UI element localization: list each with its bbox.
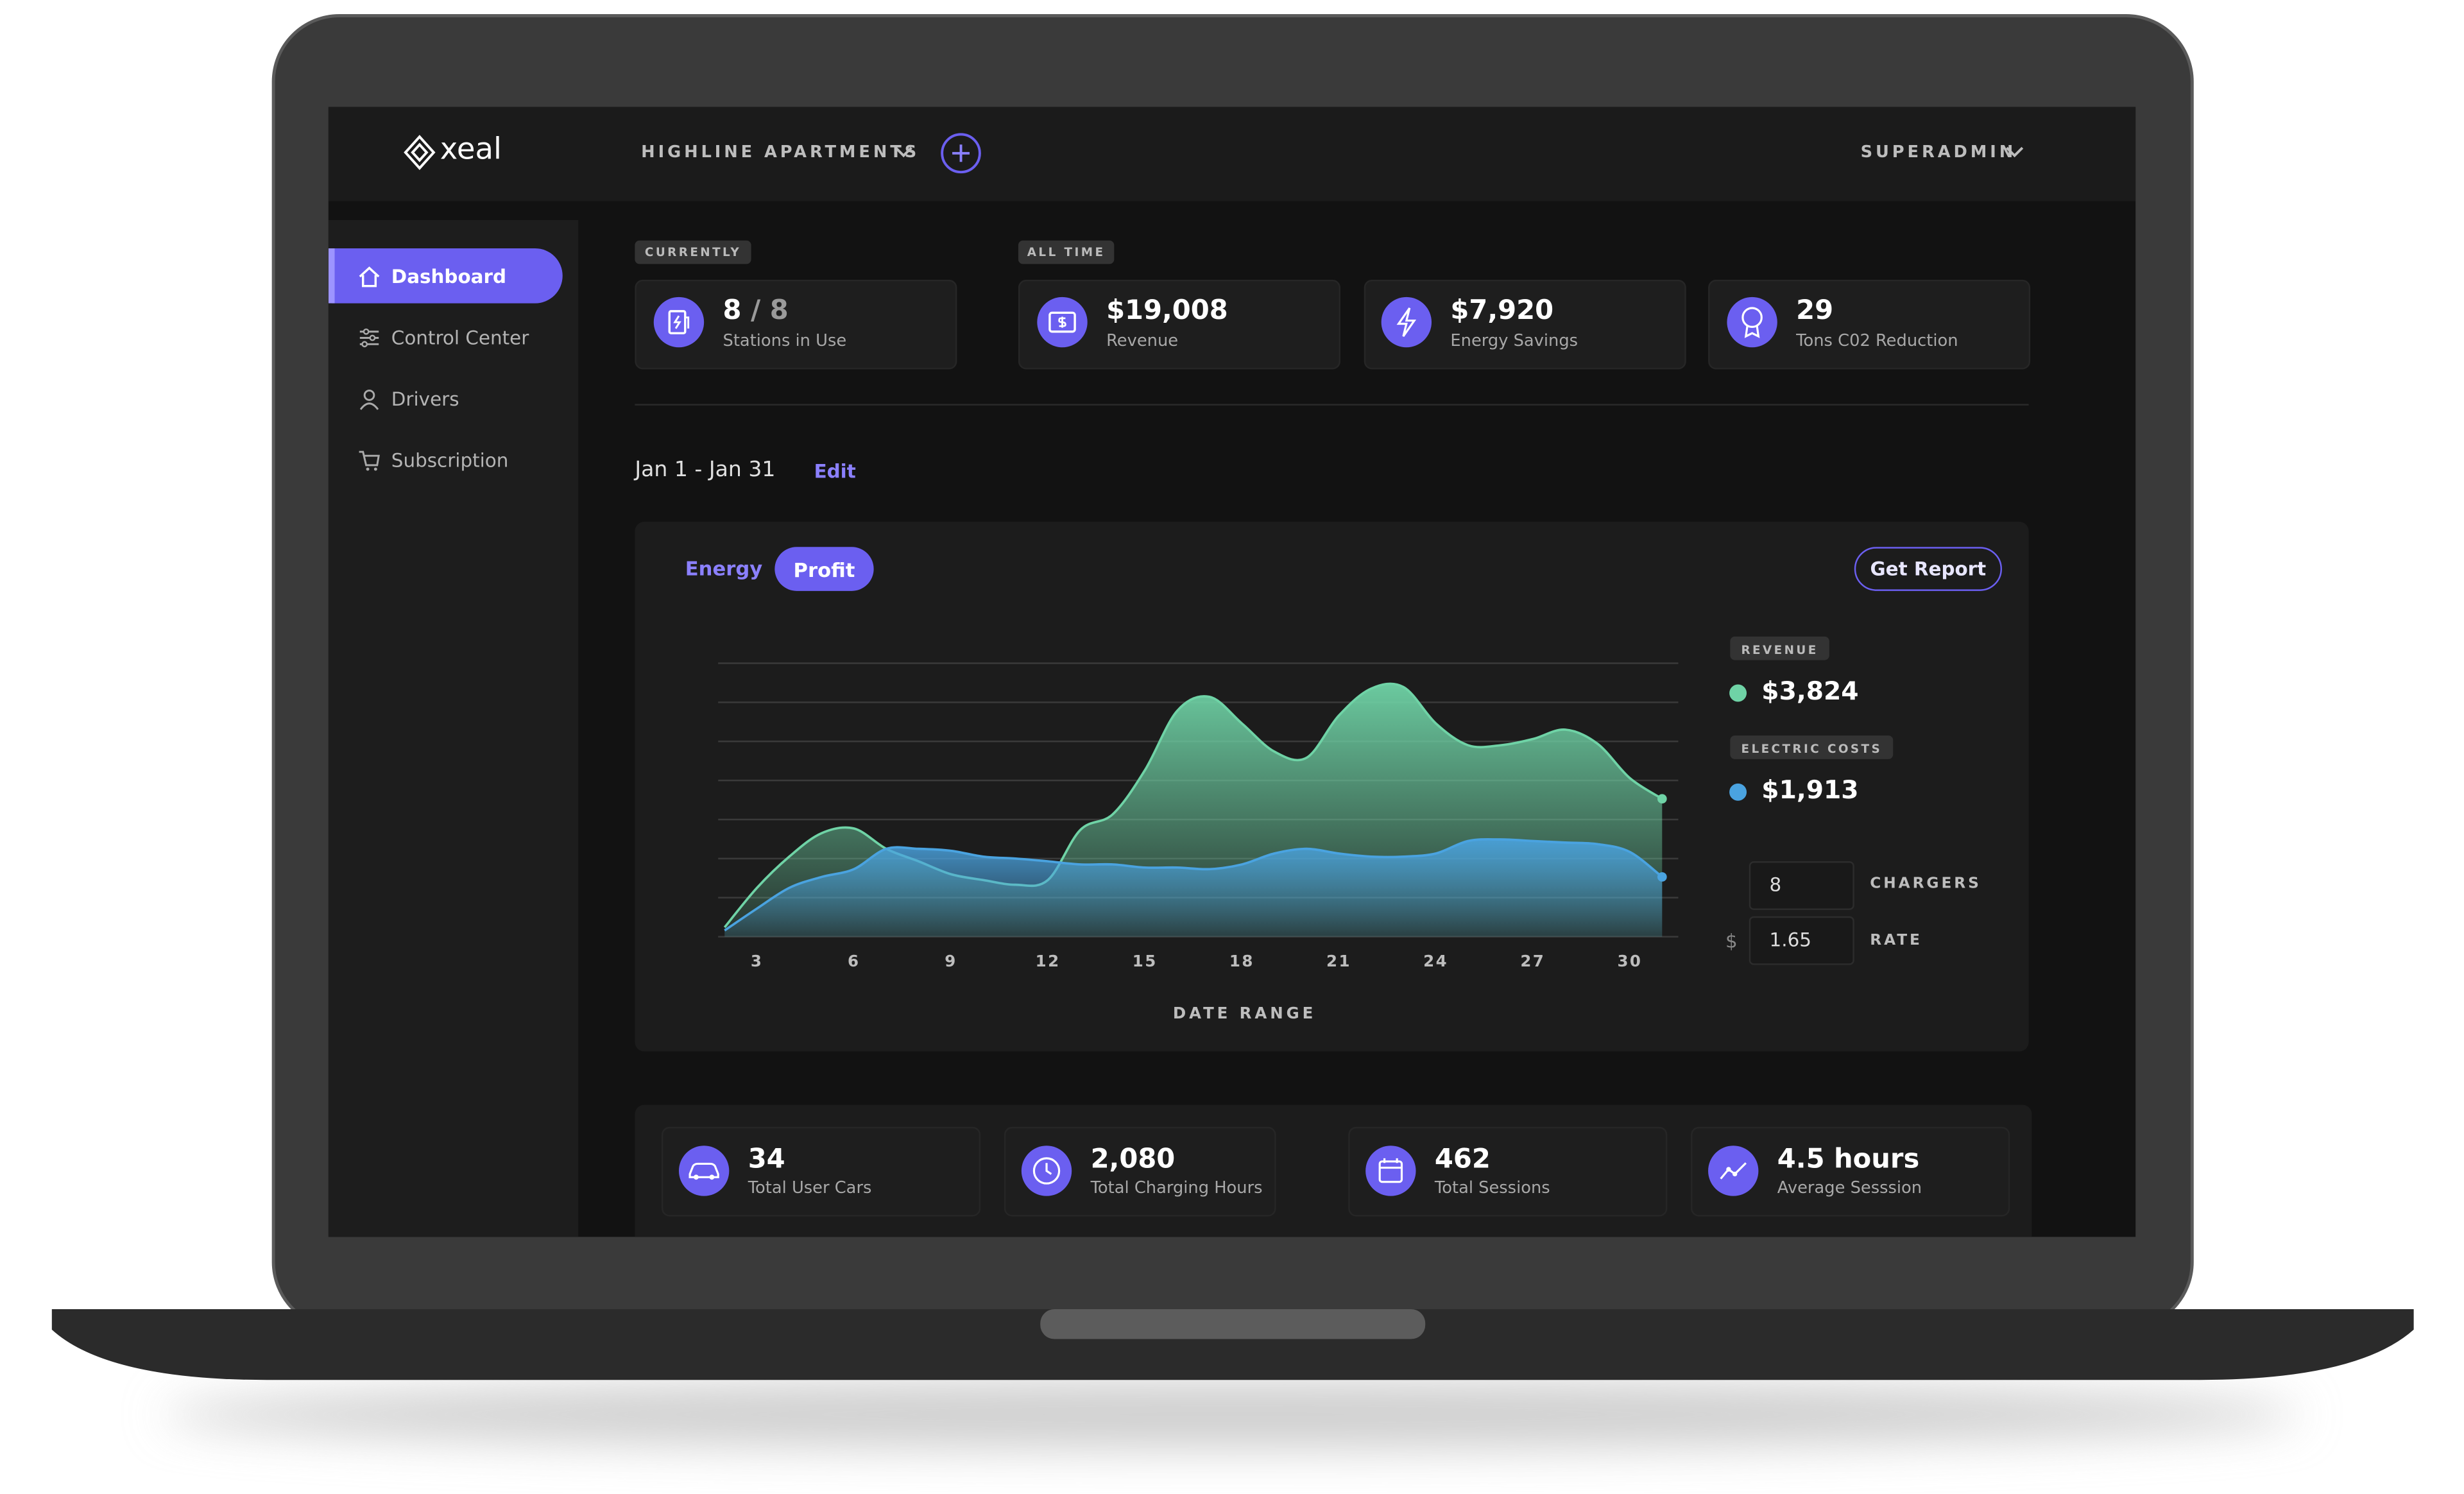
- x-tick-label: 27: [1520, 952, 1545, 970]
- input-prefix: $: [1725, 930, 1738, 953]
- nav-active[interactable]: [328, 248, 563, 304]
- stat-icon: [1365, 1146, 1416, 1196]
- tab[interactable]: Energy: [685, 556, 763, 580]
- x-tick-label: 24: [1423, 952, 1448, 970]
- input-value[interactable]: 8: [1769, 873, 1782, 896]
- x-axis-title: DATE RANGE: [1173, 1004, 1316, 1022]
- stat-value: 8 / 8: [723, 298, 789, 325]
- legend-badge: [1730, 735, 1894, 759]
- x-tick-label: 30: [1617, 952, 1642, 970]
- end-dot: [1657, 794, 1667, 804]
- end-dot: [1657, 872, 1667, 882]
- x-tick-label: 21: [1326, 952, 1351, 970]
- legend-dot: [1729, 684, 1747, 702]
- legend-label: ELECTRIC COSTS: [1741, 743, 1882, 756]
- date-range: Jan 1 - Jan 31: [635, 457, 776, 483]
- stat-label: Total Sessions: [1434, 1178, 1550, 1198]
- logo-icon: [404, 135, 436, 170]
- top-bar: [328, 107, 2136, 202]
- x-tick-label: 3: [751, 952, 763, 970]
- x-tick-label: 9: [945, 952, 957, 970]
- icon-cart: [359, 451, 380, 471]
- stat-icon: [1037, 296, 1088, 348]
- stat-value: $7,920: [1450, 295, 1554, 327]
- stat-value: 29: [1796, 295, 1834, 327]
- stat-value: 4.5 hours: [1777, 1144, 1920, 1176]
- legend-value: $3,824: [1761, 676, 1859, 706]
- input-value[interactable]: 1.65: [1769, 929, 1811, 951]
- stat-label: Tons C02 Reduction: [1796, 331, 1958, 351]
- stat-value: 8: [723, 295, 742, 327]
- stat-value: $19,008: [1106, 295, 1228, 327]
- x-tick-label: 18: [1229, 952, 1254, 970]
- property-select[interactable]: HIGHLINE APARTMENTS: [641, 142, 920, 162]
- legend-label: REVENUE: [1741, 644, 1818, 657]
- nav-item[interactable]: Drivers: [391, 388, 459, 411]
- icon-sliders: [359, 328, 379, 348]
- shadow: [163, 1380, 2301, 1449]
- badge: CURRENTLY: [635, 240, 751, 264]
- stat-label: Stations in Use: [723, 331, 847, 351]
- legend-dot: [1729, 783, 1747, 801]
- stat-label: Energy Savings: [1450, 331, 1579, 351]
- input-label: CHARGERS: [1870, 875, 1981, 893]
- legend-value: $1,913: [1761, 775, 1859, 805]
- stat-label: Total User Cars: [748, 1178, 872, 1198]
- sidebar: [328, 219, 579, 1237]
- notch: [1040, 1309, 1426, 1339]
- stat-icon: [1021, 1146, 1072, 1196]
- chevron: [2005, 146, 2024, 158]
- stat-icon: [1727, 296, 1777, 348]
- stat-value: 34: [748, 1144, 785, 1176]
- edit-link[interactable]: Edit: [814, 460, 856, 483]
- stat-icon: [653, 296, 705, 348]
- chevron: [894, 146, 912, 158]
- stat-value: 462: [1434, 1144, 1491, 1176]
- user-menu[interactable]: SUPERADMIN: [1860, 142, 2017, 162]
- icon-home: [359, 266, 380, 288]
- x-tick-label: 15: [1133, 952, 1158, 970]
- stat-total: / 8: [751, 295, 789, 327]
- nav-item[interactable]: Dashboard: [391, 265, 507, 288]
- stat-icon: [678, 1146, 730, 1196]
- input-label: RATE: [1870, 932, 1922, 950]
- x-tick-label: 12: [1036, 952, 1061, 970]
- stat-icon: [1708, 1146, 1759, 1196]
- x-tick-label: 6: [848, 952, 860, 970]
- legend-badge: [1730, 636, 1829, 660]
- badge: ALL TIME: [1018, 240, 1115, 264]
- brand: xeal: [440, 132, 502, 167]
- nav-item[interactable]: Subscription: [391, 449, 509, 472]
- area: [724, 839, 1663, 937]
- stat-label: Revenue: [1106, 331, 1179, 351]
- stat-label: Average Sesssion: [1777, 1178, 1922, 1198]
- divider: [635, 404, 2029, 406]
- report-button[interactable]: Get Report: [1854, 547, 2003, 591]
- area-line: [724, 837, 1663, 932]
- laptop-base: [51, 1309, 2414, 1380]
- tab-active[interactable]: Profit: [774, 547, 874, 591]
- input-box[interactable]: [1749, 861, 1854, 910]
- add-button[interactable]: [939, 132, 982, 175]
- stat-value: 2,080: [1090, 1144, 1176, 1176]
- stat-icon: [1381, 296, 1432, 348]
- input-box[interactable]: [1749, 916, 1854, 965]
- nav-item[interactable]: Control Center: [391, 327, 529, 349]
- icon-user: [359, 390, 379, 410]
- stat-label: Total Charging Hours: [1090, 1178, 1263, 1198]
